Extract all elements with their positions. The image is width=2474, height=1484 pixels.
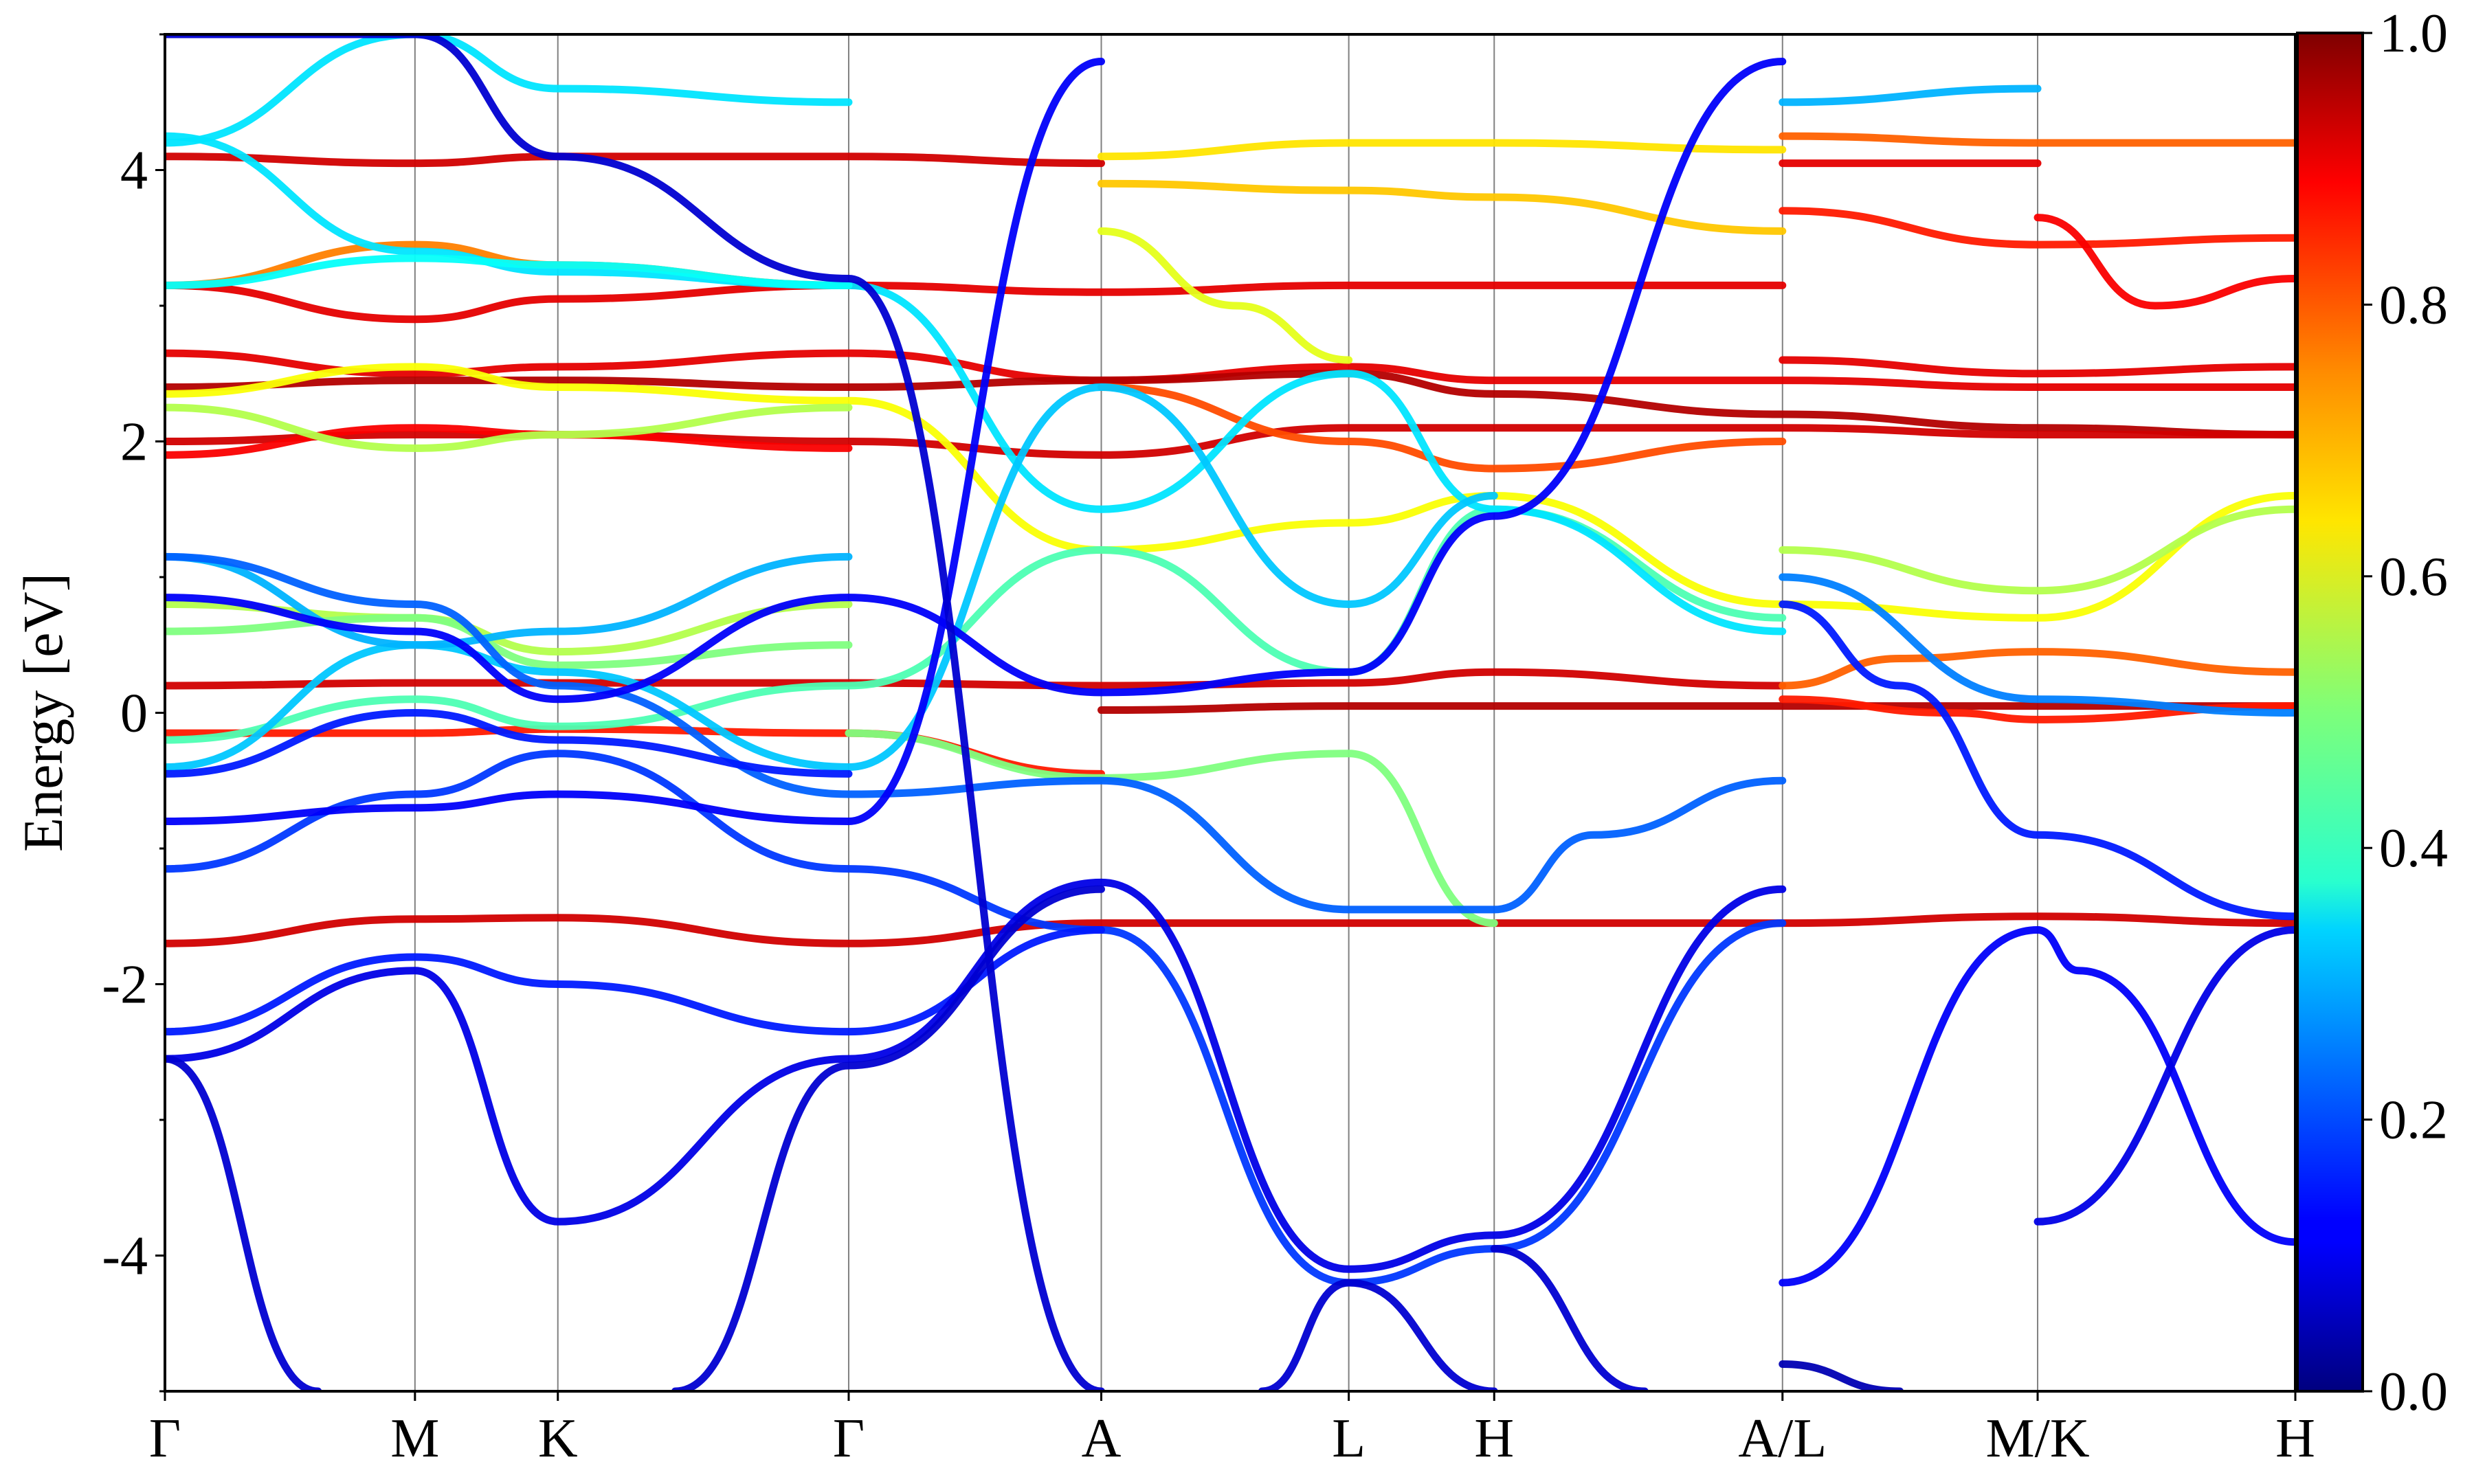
band-line [2033, 214, 2295, 310]
band-line [165, 34, 1106, 1391]
x-tick-label: M/K [1985, 1408, 2089, 1469]
band-line [165, 926, 1106, 1036]
band-line [165, 58, 1106, 826]
band-line [1097, 227, 1353, 364]
colorbar-tick-label: 0.0 [2379, 1362, 2448, 1422]
band-line [1097, 383, 1787, 473]
band-line [165, 403, 853, 452]
band-line [165, 281, 1787, 324]
x-tick-label: H [2275, 1408, 2315, 1469]
band-line [1779, 1360, 1904, 1391]
x-tick-label: L [1332, 1408, 1366, 1469]
y-tick-label: 4 [120, 141, 148, 201]
band-line [165, 614, 853, 669]
band-line [165, 254, 853, 289]
x-tick-label: Γ [149, 1408, 181, 1469]
band-line [1490, 1245, 1649, 1391]
band-line [1779, 925, 2295, 1287]
band-line [1097, 179, 1787, 235]
x-tick-label: A [1082, 1408, 1122, 1469]
band-line [1779, 207, 2295, 249]
colorbar-tick-label: 0.4 [2379, 818, 2448, 879]
colorbar-tick-label: 1.0 [2379, 3, 2448, 64]
band-line [165, 363, 2295, 622]
band-line [165, 552, 1787, 914]
band-line [165, 552, 853, 649]
band-line [845, 729, 1498, 928]
x-tick-label: A/L [1738, 1408, 1827, 1469]
band-line [165, 58, 1787, 704]
y-tick-label: 0 [120, 684, 148, 744]
band-line [165, 132, 1787, 636]
band-line [165, 912, 2295, 947]
band-line [1779, 600, 2295, 921]
colorbar-gradient [2296, 32, 2364, 1393]
colorbar-ticks: 0.0 0.2 0.4 0.6 0.8 1.0 [2363, 3, 2448, 1422]
band-line [165, 668, 1787, 690]
x-tick-label: Γ [833, 1408, 865, 1469]
colorbar-tick-label: 0.6 [2379, 547, 2448, 607]
band-line [1779, 132, 2295, 147]
colorbar-tick-label: 0.2 [2379, 1090, 2448, 1151]
band-line [671, 885, 1106, 1391]
colorbar-tick-label: 0.8 [2379, 275, 2448, 335]
band-line [165, 1055, 322, 1391]
y-tick-label: 2 [120, 412, 148, 473]
band-line [165, 153, 1106, 168]
x-tick-label: K [538, 1408, 578, 1469]
band-lines [165, 34, 2295, 1391]
band-line [1258, 1279, 1498, 1391]
band-line [1779, 85, 2042, 106]
y-tick-label: -2 [102, 955, 148, 1015]
band-line [165, 424, 853, 459]
x-tick-label: H [1474, 1408, 1514, 1469]
y-tick-label: -4 [102, 1226, 148, 1287]
band-line [2033, 926, 2295, 1226]
band-line [165, 708, 853, 778]
band-line [165, 878, 1787, 1273]
band-line [1779, 356, 2295, 378]
band-line [1097, 702, 2295, 715]
x-tick-label: M [390, 1408, 439, 1469]
band-line [1779, 573, 2295, 717]
y-axis: -4 -2 0 2 4 [102, 33, 165, 1393]
band-line [165, 34, 853, 147]
y-axis-title: Energy [eV] [12, 573, 74, 852]
band-line [1779, 648, 2295, 690]
colorbar: 0.0 0.2 0.4 0.6 0.8 1.0 [2296, 3, 2448, 1422]
band-line [1779, 505, 2295, 595]
band-line [165, 750, 1787, 1287]
x-axis: Γ M K Γ A L H A/L M/K H [149, 1391, 2315, 1469]
band-line [1097, 139, 1787, 161]
